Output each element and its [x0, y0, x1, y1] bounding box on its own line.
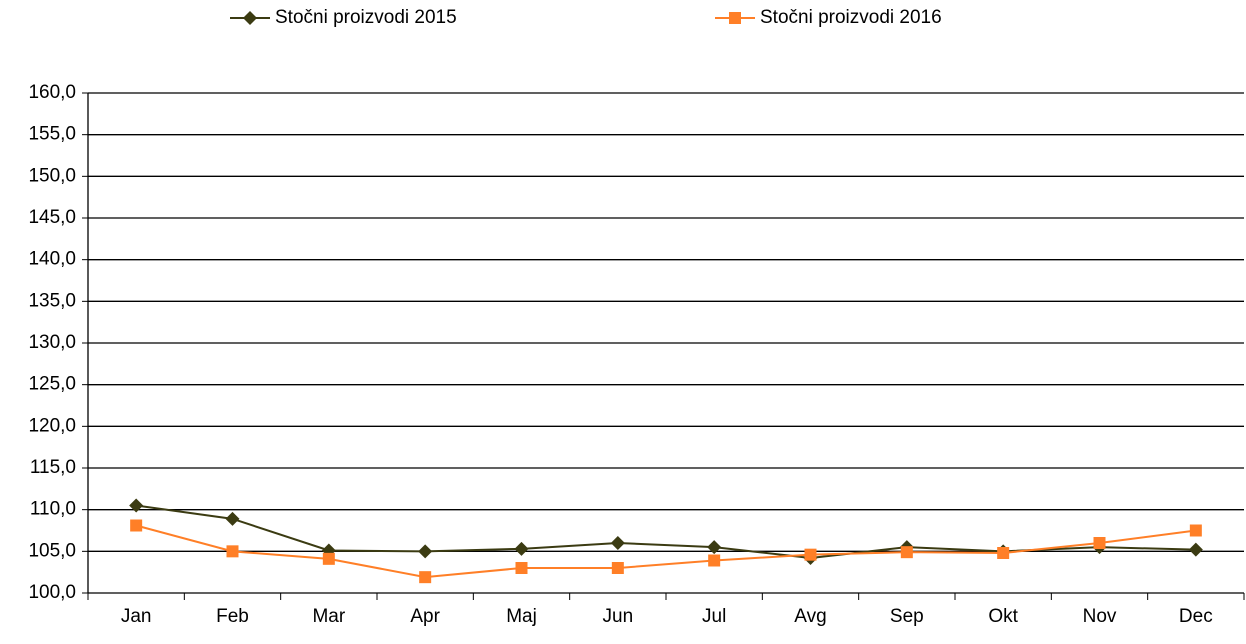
series-marker — [515, 562, 528, 574]
series-marker — [611, 562, 624, 574]
y-tick-label: 120,0 — [28, 415, 76, 436]
legend-marker — [243, 11, 257, 25]
legend-label: Stočni proizvodi 2015 — [275, 7, 457, 28]
x-tick-label: Okt — [988, 606, 1018, 627]
y-tick-label: 125,0 — [28, 374, 76, 395]
legend-marker — [729, 12, 741, 24]
series-marker — [419, 571, 432, 584]
y-tick-label: 110,0 — [30, 499, 76, 520]
y-tick-label: 115,0 — [30, 457, 76, 478]
series-marker — [322, 552, 335, 565]
y-tick-label: 130,0 — [28, 332, 76, 353]
x-tick-label: Maj — [506, 606, 537, 627]
series-marker — [130, 519, 143, 532]
series-marker — [226, 545, 239, 558]
y-tick-label: 155,0 — [28, 124, 76, 145]
x-tick-label: Jun — [603, 606, 634, 627]
legend-label: Stočni proizvodi 2016 — [760, 7, 942, 28]
x-tick-label: Feb — [216, 606, 249, 627]
y-tick-label: 145,0 — [28, 207, 76, 228]
y-tick-label: 150,0 — [28, 165, 76, 186]
series-marker — [707, 540, 722, 555]
x-tick-label: Jul — [702, 606, 726, 627]
series-marker — [1189, 524, 1202, 537]
x-tick-label: Avg — [794, 606, 826, 627]
y-tick-label: 135,0 — [28, 290, 76, 311]
series-marker — [610, 536, 625, 550]
x-tick-label: Apr — [410, 606, 440, 627]
x-tick-label: Jan — [121, 606, 152, 627]
series-marker — [997, 547, 1010, 559]
series-marker — [129, 498, 144, 513]
y-tick-label: 140,0 — [28, 249, 76, 270]
series-marker — [1093, 537, 1106, 549]
series-marker — [418, 544, 433, 559]
series-marker — [804, 548, 817, 561]
series-marker — [225, 511, 240, 526]
x-tick-label: Mar — [312, 606, 345, 627]
series-marker — [900, 546, 913, 559]
series-marker — [708, 554, 721, 567]
y-tick-label: 100,0 — [28, 582, 76, 603]
x-tick-label: Dec — [1179, 606, 1213, 627]
y-tick-label: 105,0 — [28, 540, 76, 561]
x-tick-label: Nov — [1083, 606, 1117, 627]
x-tick-label: Sep — [890, 606, 924, 627]
y-tick-label: 160,0 — [28, 82, 76, 103]
series-marker — [514, 541, 529, 556]
series-line — [135, 524, 1196, 579]
series-marker — [1188, 542, 1203, 557]
